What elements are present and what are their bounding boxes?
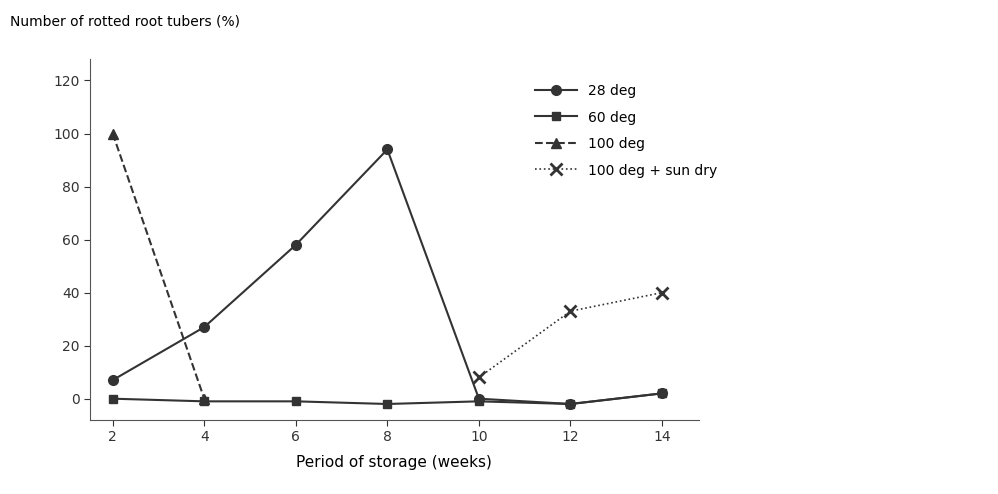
Text: Number of rotted root tubers (%): Number of rotted root tubers (%) <box>10 15 240 29</box>
60 deg <box>199 398 211 404</box>
60 deg <box>289 398 301 404</box>
28 deg <box>289 242 301 248</box>
60 deg <box>565 401 577 407</box>
100 deg + sun dry <box>656 289 668 295</box>
28 deg <box>199 324 211 330</box>
28 deg <box>107 377 119 383</box>
Line: 100 deg: 100 deg <box>108 128 210 404</box>
28 deg <box>381 146 393 152</box>
Line: 28 deg: 28 deg <box>108 145 667 409</box>
28 deg <box>565 401 577 407</box>
60 deg <box>656 390 668 396</box>
100 deg <box>199 396 211 402</box>
Legend: 28 deg, 60 deg, 100 deg, 100 deg + sun dry: 28 deg, 60 deg, 100 deg, 100 deg + sun d… <box>535 84 718 178</box>
100 deg <box>107 130 119 136</box>
X-axis label: Period of storage (weeks): Period of storage (weeks) <box>296 455 492 470</box>
28 deg <box>473 396 485 402</box>
Line: 60 deg: 60 deg <box>109 389 666 408</box>
Line: 100 deg + sun dry: 100 deg + sun dry <box>473 287 668 383</box>
100 deg + sun dry <box>473 374 485 380</box>
60 deg <box>107 396 119 402</box>
28 deg <box>656 390 668 396</box>
60 deg <box>473 398 485 404</box>
60 deg <box>381 401 393 407</box>
100 deg + sun dry <box>565 308 577 314</box>
